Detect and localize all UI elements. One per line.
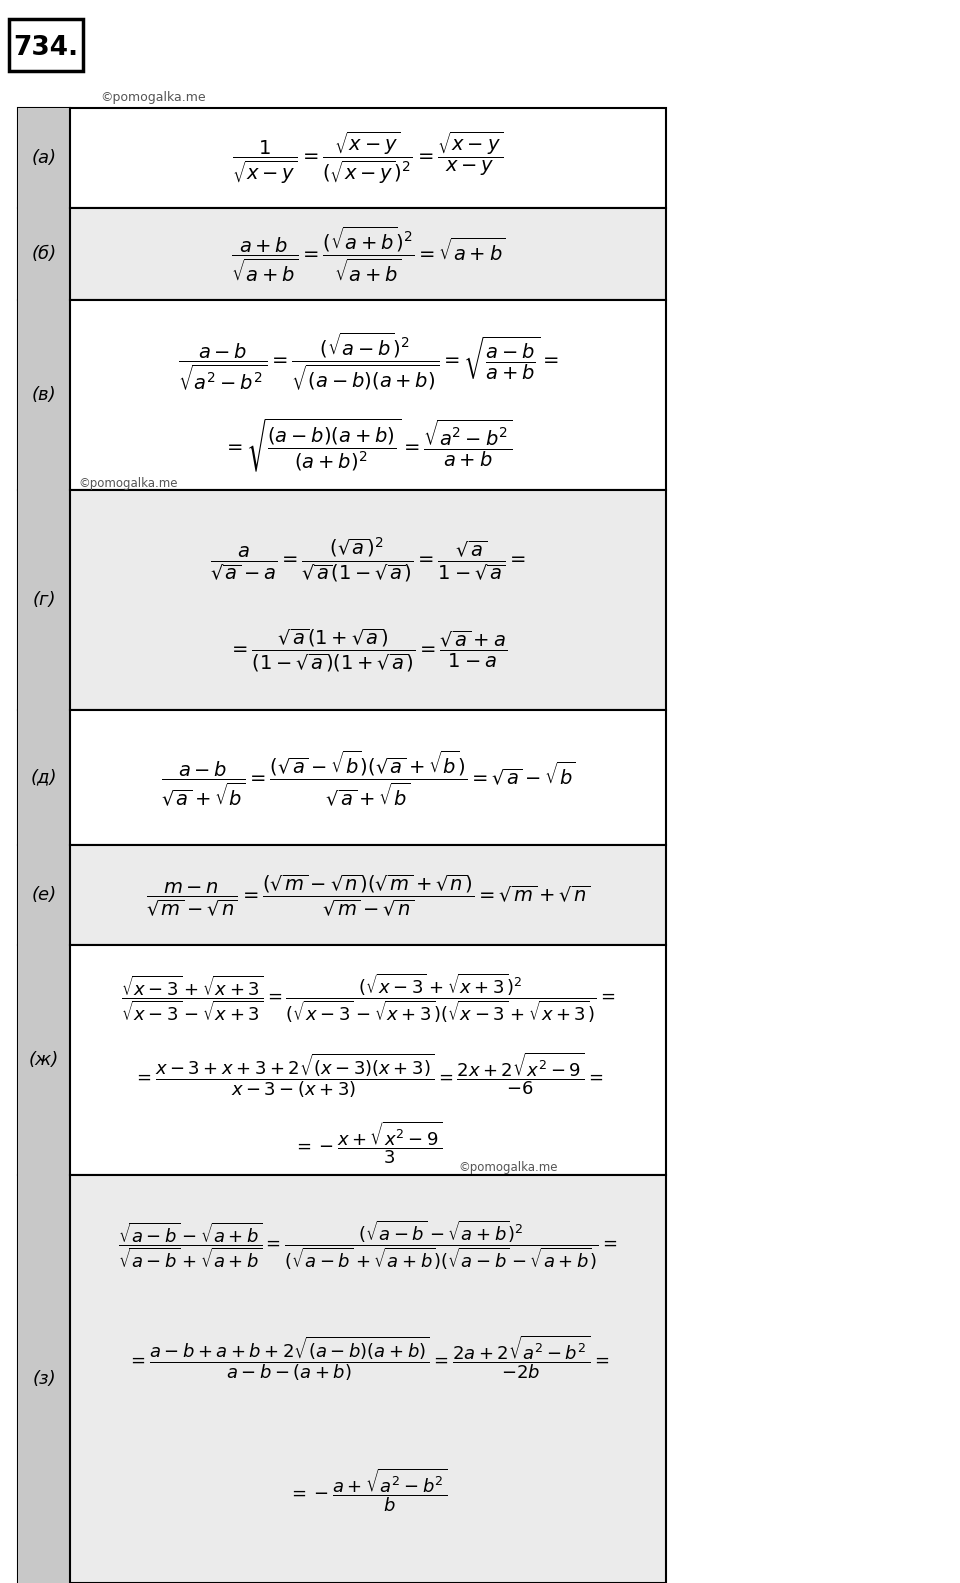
Text: $= -\dfrac{x+\sqrt{x^{2}-9}}{3}$: $= -\dfrac{x+\sqrt{x^{2}-9}}{3}$ [294,1119,443,1167]
Bar [18,711,70,845]
Text: $= \dfrac{a-b+a+b+2\sqrt{(a-b)(a+b)}}{a-b-(a+b)} = \dfrac{2a+2\sqrt{a^{2}-b^{2}}: $= \dfrac{a-b+a+b+2\sqrt{(a-b)(a+b)}}{a-… [127,1333,610,1384]
Text: $\dfrac{a}{\sqrt{a}-a} = \dfrac{(\sqrt{a})^{2}}{\sqrt{a}(1-\sqrt{a})} = \dfrac{\: $\dfrac{a}{\sqrt{a}-a} = \dfrac{(\sqrt{a… [210,535,526,584]
Bar [18,711,666,845]
Text: $= \sqrt{\dfrac{(a-b)(a+b)}{(a+b)^{2}}} = \dfrac{\sqrt{a^{2}-b^{2}}}{a+b}$: $= \sqrt{\dfrac{(a-b)(a+b)}{(a+b)^{2}}} … [224,416,513,473]
FancyBboxPatch shape [9,19,83,71]
Bar [18,945,70,1175]
Text: (д): (д) [31,768,58,787]
Text: (а): (а) [32,149,57,166]
Bar [18,301,666,491]
Text: ©pomogalka.me: ©pomogalka.me [100,90,205,103]
Text: $= \dfrac{x-3+x+3+2\sqrt{(x-3)(x+3)}}{x-3-(x+3)} = \dfrac{2x+2\sqrt{x^{2}-9}}{-6: $= \dfrac{x-3+x+3+2\sqrt{(x-3)(x+3)}}{x-… [132,1050,603,1100]
Text: ©pomogalka.me: ©pomogalka.me [78,476,178,489]
Text: $\dfrac{a-b}{\sqrt{a^{2}-b^{2}}} = \dfrac{(\sqrt{a-b})^{2}}{\sqrt{(a-b)(a+b)}} =: $\dfrac{a-b}{\sqrt{a^{2}-b^{2}}} = \dfra… [178,331,559,393]
Text: $\dfrac{m-n}{\sqrt{m}-\sqrt{n}} = \dfrac{(\sqrt{m}-\sqrt{n})(\sqrt{m}+\sqrt{n})}: $\dfrac{m-n}{\sqrt{m}-\sqrt{n}} = \dfrac… [146,872,590,918]
Text: 734.: 734. [13,35,79,62]
Bar [18,1175,666,1583]
Text: (г): (г) [33,590,56,609]
Bar [18,207,70,301]
Bar [18,491,70,711]
Bar [18,845,666,945]
Text: $\dfrac{a+b}{\sqrt{a+b}} = \dfrac{(\sqrt{a+b})^{2}}{\sqrt{a+b}} = \sqrt{a+b}$: $\dfrac{a+b}{\sqrt{a+b}} = \dfrac{(\sqrt… [230,225,505,283]
Text: (е): (е) [32,886,57,904]
Bar [18,491,666,711]
Bar [18,301,70,491]
Text: $\dfrac{a-b}{\sqrt{a}+\sqrt{b}} = \dfrac{(\sqrt{a}-\sqrt{b})(\sqrt{a}+\sqrt{b})}: $\dfrac{a-b}{\sqrt{a}+\sqrt{b}} = \dfrac… [160,749,575,807]
Bar [18,108,666,207]
Text: (ж): (ж) [29,1051,60,1069]
Text: $\dfrac{\sqrt{a-b}-\sqrt{a+b}}{\sqrt{a-b}+\sqrt{a+b}} = \dfrac{(\sqrt{a-b}-\sqrt: $\dfrac{\sqrt{a-b}-\sqrt{a+b}}{\sqrt{a-b… [118,1217,618,1271]
Bar [18,207,666,301]
Text: (з): (з) [33,1369,56,1388]
Bar [18,1175,70,1583]
Text: $\dfrac{\sqrt{x-3}+\sqrt{x+3}}{\sqrt{x-3}-\sqrt{x+3}} = \dfrac{(\sqrt{x-3}+\sqrt: $\dfrac{\sqrt{x-3}+\sqrt{x+3}}{\sqrt{x-3… [121,970,615,1024]
Bar [18,845,70,945]
Text: (б): (б) [32,245,57,263]
Text: $\dfrac{1}{\sqrt{x-y}} = \dfrac{\sqrt{x-y}}{(\sqrt{x-y})^{2}} = \dfrac{\sqrt{x-y: $\dfrac{1}{\sqrt{x-y}} = \dfrac{\sqrt{x-… [232,130,504,187]
Bar [18,945,666,1175]
Text: (в): (в) [32,386,57,404]
Bar [18,108,70,207]
Text: $= \dfrac{\sqrt{a}(1+\sqrt{a})}{(1-\sqrt{a})(1+\sqrt{a})} = \dfrac{\sqrt{a}+a}{1: $= \dfrac{\sqrt{a}(1+\sqrt{a})}{(1-\sqrt… [228,627,508,674]
Text: ©pomogalka.me: ©pomogalka.me [458,1162,558,1175]
Text: $= -\dfrac{a+\sqrt{a^{2}-b^{2}}}{b}$: $= -\dfrac{a+\sqrt{a^{2}-b^{2}}}{b}$ [288,1466,448,1513]
